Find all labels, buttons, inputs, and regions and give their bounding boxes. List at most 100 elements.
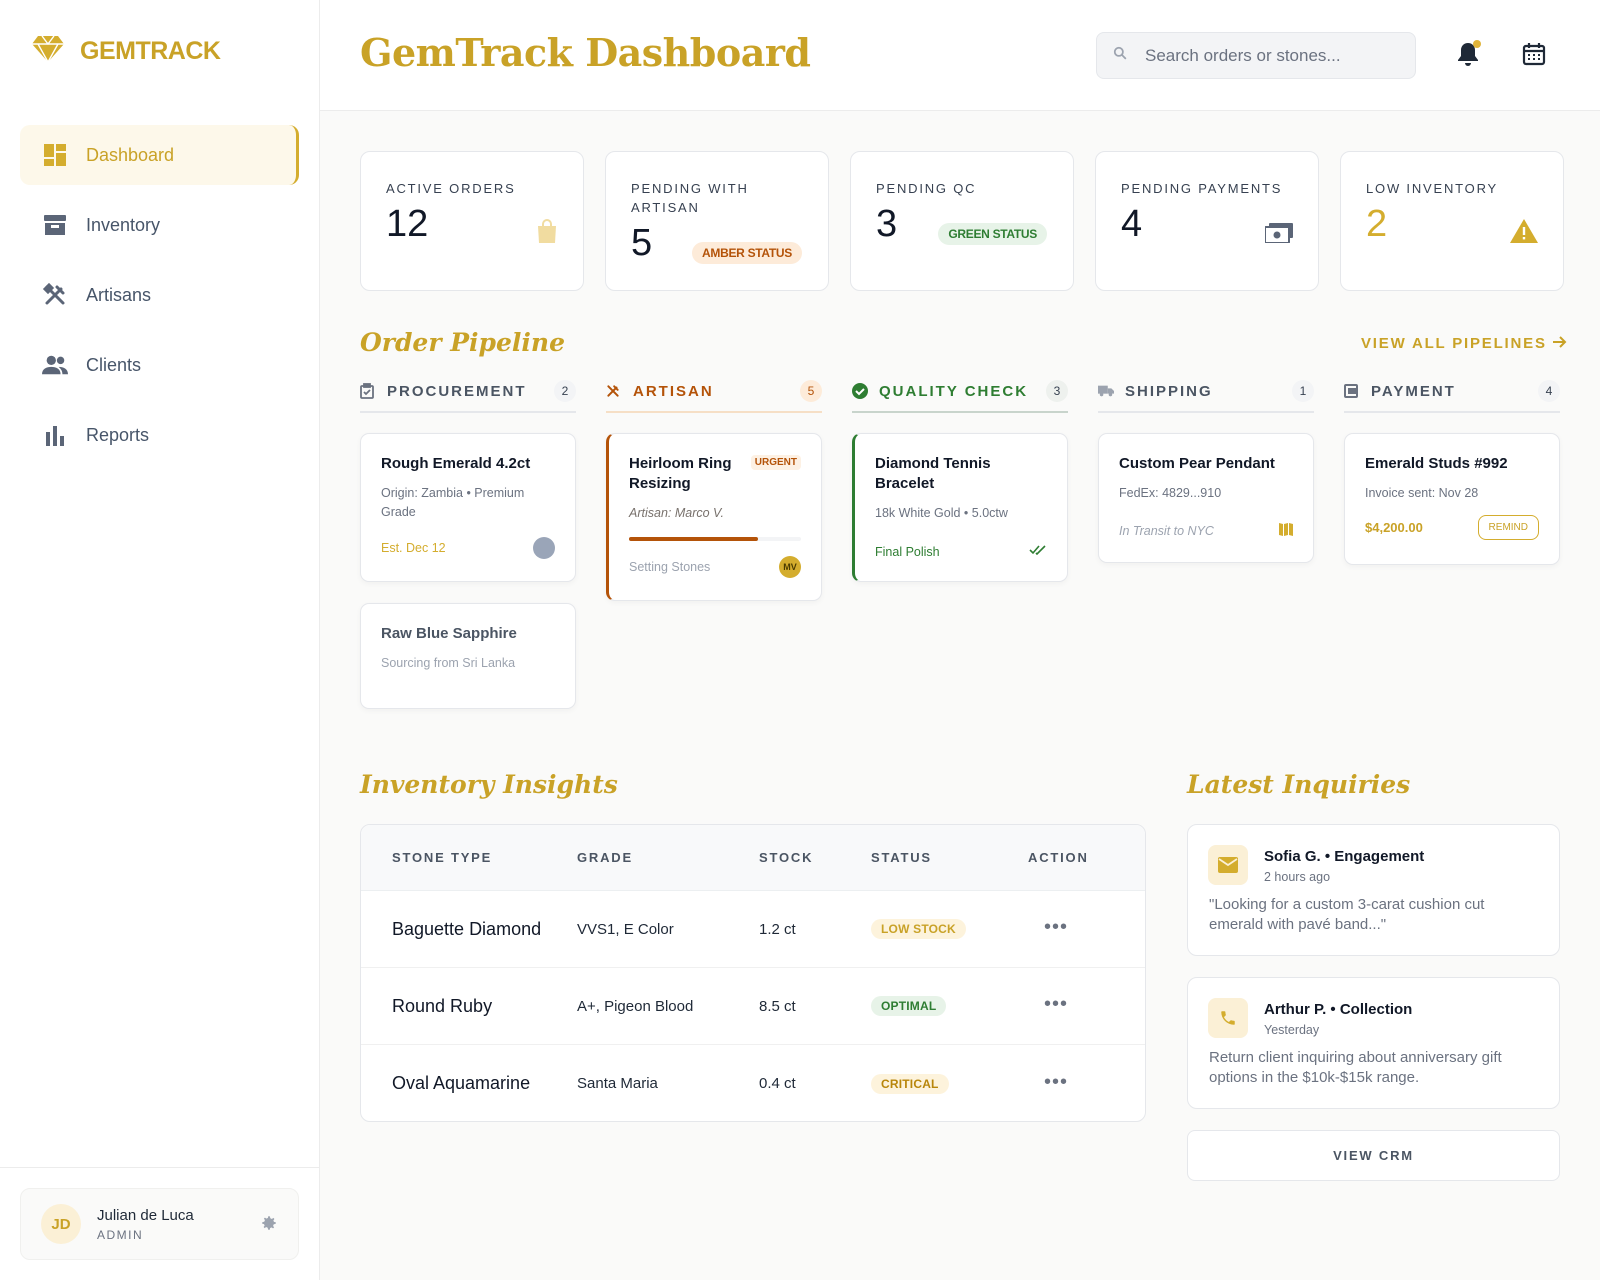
view-all-pipelines-link[interactable]: VIEW ALL PIPELINES	[1361, 335, 1567, 352]
stat-card-pending-artisan[interactable]: PENDING WITH ARTISAN 5 AMBER STATUS	[605, 151, 829, 291]
sidebar-item-inventory[interactable]: Inventory	[20, 195, 299, 255]
table-row[interactable]: Oval Aquamarine Santa Maria 0.4 ct CRITI…	[361, 1045, 1145, 1121]
clipboard-icon	[360, 383, 376, 399]
stat-card-pending-payments[interactable]: PENDING PAYMENTS 4	[1095, 151, 1319, 291]
section-title-pipeline: Order Pipeline	[360, 328, 565, 357]
order-card[interactable]: Diamond Tennis Bracelet 18k White Gold •…	[852, 433, 1068, 582]
gear-icon[interactable]	[260, 1214, 278, 1237]
avatar: MV	[779, 556, 801, 578]
pipeline-count-badge: 2	[554, 380, 576, 402]
users-icon	[42, 352, 68, 378]
truck-icon	[1098, 383, 1114, 399]
sidebar-item-artisans[interactable]: Artisans	[20, 265, 299, 325]
arrow-right-icon	[1552, 335, 1567, 352]
pipeline-column-label: PROCUREMENT	[387, 382, 527, 400]
pipeline-column-header[interactable]: QUALITY CHECK 3	[852, 375, 1068, 413]
more-options-icon[interactable]: •••	[1044, 1070, 1069, 1093]
column-header[interactable]: STATUS	[871, 850, 932, 865]
view-crm-button[interactable]: VIEW CRM	[1187, 1130, 1560, 1181]
pipeline-column-procurement: PROCUREMENT 2	[360, 375, 576, 413]
order-card[interactable]: Raw Blue Sapphire Sourcing from Sri Lank…	[360, 603, 576, 709]
grade: VVS1, E Color	[577, 920, 674, 938]
order-card-title: Custom Pear Pendant	[1119, 455, 1275, 472]
calendar-icon[interactable]	[1520, 40, 1548, 68]
pipeline-count-badge: 5	[800, 380, 822, 402]
section-title-inventory: Inventory Insights	[360, 770, 618, 799]
notification-dot	[1473, 40, 1481, 48]
section-title-inquiries: Latest Inquiries	[1187, 770, 1411, 799]
user-card[interactable]: JD Julian de Luca ADMIN	[20, 1188, 299, 1260]
column-header: ACTION	[1028, 850, 1089, 865]
more-options-icon[interactable]: •••	[1044, 916, 1069, 938]
bar-chart-icon	[42, 422, 68, 448]
inquiry-card[interactable]: Sofia G. • Engagement 2 hours ago "Looki…	[1187, 824, 1560, 956]
stat-label: ACTIVE ORDERS	[386, 181, 516, 196]
stat-card-pending-qc[interactable]: PENDING QC 3 GREEN STATUS	[850, 151, 1074, 291]
payment-amount: $4,200.00	[1365, 520, 1423, 535]
map-icon[interactable]	[1279, 522, 1293, 539]
stat-value: 2	[1366, 203, 1388, 245]
stat-card-low-inventory[interactable]: LOW INVENTORY 2	[1340, 151, 1564, 291]
order-card[interactable]: Rough Emerald 4.2ct Origin: Zambia • Pre…	[360, 433, 576, 582]
sidebar-item-dashboard[interactable]: Dashboard	[20, 125, 299, 185]
inquiry-message: Return client inquiring about anniversar…	[1209, 1049, 1502, 1086]
stat-label: PENDING PAYMENTS	[1121, 181, 1283, 196]
order-card-subtitle: Origin: Zambia • Premium Grade	[381, 486, 525, 519]
stat-label: PENDING QC	[876, 181, 977, 196]
tools-icon	[42, 282, 68, 308]
bell-icon[interactable]	[1454, 40, 1482, 68]
pipeline-column-header[interactable]: ARTISAN 5	[606, 375, 822, 413]
column-header[interactable]: STONE TYPE	[392, 850, 493, 865]
order-card[interactable]: Custom Pear Pendant FedEx: 4829...910 In…	[1098, 433, 1314, 563]
inquiry-card[interactable]: Arthur P. • Collection Yesterday Return …	[1187, 977, 1560, 1109]
cash-icon	[1264, 223, 1293, 248]
order-card-footer: Setting Stones MV	[629, 556, 801, 578]
order-card[interactable]: Emerald Studs #992 Invoice sent: Nov 28 …	[1344, 433, 1560, 565]
pipeline-column-header[interactable]: PROCUREMENT 2	[360, 375, 576, 413]
inquiry-message: "Looking for a custom 3-carat cushion cu…	[1209, 896, 1485, 933]
stat-label: PENDING WITH ARTISAN	[631, 181, 749, 215]
table-row[interactable]: Baguette Diamond VVS1, E Color 1.2 ct LO…	[361, 891, 1145, 968]
order-card-title: Diamond Tennis Bracelet	[875, 455, 991, 492]
stock: 8.5 ct	[759, 997, 796, 1015]
order-card-stage: Setting Stones	[629, 560, 711, 574]
order-card-footer: $4,200.00 REMIND	[1365, 515, 1539, 540]
order-card[interactable]: Heirloom Ring Resizing URGENT Artisan: M…	[606, 433, 822, 601]
status-badge: CRITICAL	[871, 1073, 949, 1094]
sidebar-item-label: Inventory	[86, 214, 161, 235]
more-options-icon[interactable]: •••	[1044, 993, 1069, 1015]
sidebar-item-clients[interactable]: Clients	[20, 335, 299, 395]
remind-button[interactable]: REMIND	[1477, 515, 1539, 540]
pipeline-column-quality-check: QUALITY CHECK 3	[852, 375, 1068, 413]
status-badge: GREEN STATUS	[938, 223, 1047, 245]
order-card-stage: In Transit to NYC	[1119, 523, 1214, 538]
pipeline-column-label: ARTISAN	[633, 382, 714, 400]
order-card-subtitle: Artisan: Marco V.	[629, 506, 724, 520]
sidebar-item-label: Dashboard	[86, 144, 175, 165]
search-icon	[1113, 46, 1127, 65]
pipeline-column-payment: PAYMENT 4	[1344, 375, 1560, 413]
search-input[interactable]	[1145, 45, 1395, 66]
header: GemTrack Dashboard	[320, 0, 1600, 111]
stat-card-active-orders[interactable]: ACTIVE ORDERS 12	[360, 151, 584, 291]
link-label: VIEW ALL PIPELINES	[1361, 335, 1547, 352]
dashboard-icon	[42, 142, 68, 168]
pipeline-column-header[interactable]: PAYMENT 4	[1344, 375, 1560, 413]
pipeline-column-artisan: ARTISAN 5	[606, 375, 822, 413]
column-header[interactable]: GRADE	[577, 850, 633, 865]
table-header: STONE TYPE GRADE STOCK STATUS ACTION	[361, 825, 1145, 891]
sidebar-item-label: Reports	[86, 424, 150, 445]
status-badge: OPTIMAL	[871, 996, 947, 1016]
urgent-badge: URGENT	[750, 455, 801, 470]
brand[interactable]: GEMTRACK	[32, 35, 221, 67]
sidebar: GEMTRACK Dashboard Inventory Artisans Cl…	[0, 0, 320, 1280]
pipeline-column-header[interactable]: SHIPPING 1	[1098, 375, 1314, 413]
search-box[interactable]	[1096, 32, 1416, 79]
order-card-estimate: Est. Dec 12	[381, 541, 446, 555]
user-info: Julian de Luca ADMIN	[97, 1207, 194, 1242]
stat-value: 3	[876, 203, 898, 245]
sidebar-item-reports[interactable]: Reports	[20, 405, 299, 465]
column-header[interactable]: STOCK	[759, 850, 814, 865]
table-row[interactable]: Round Ruby A+, Pigeon Blood 8.5 ct OPTIM…	[361, 968, 1145, 1045]
stone-type: Baguette Diamond	[392, 918, 542, 939]
